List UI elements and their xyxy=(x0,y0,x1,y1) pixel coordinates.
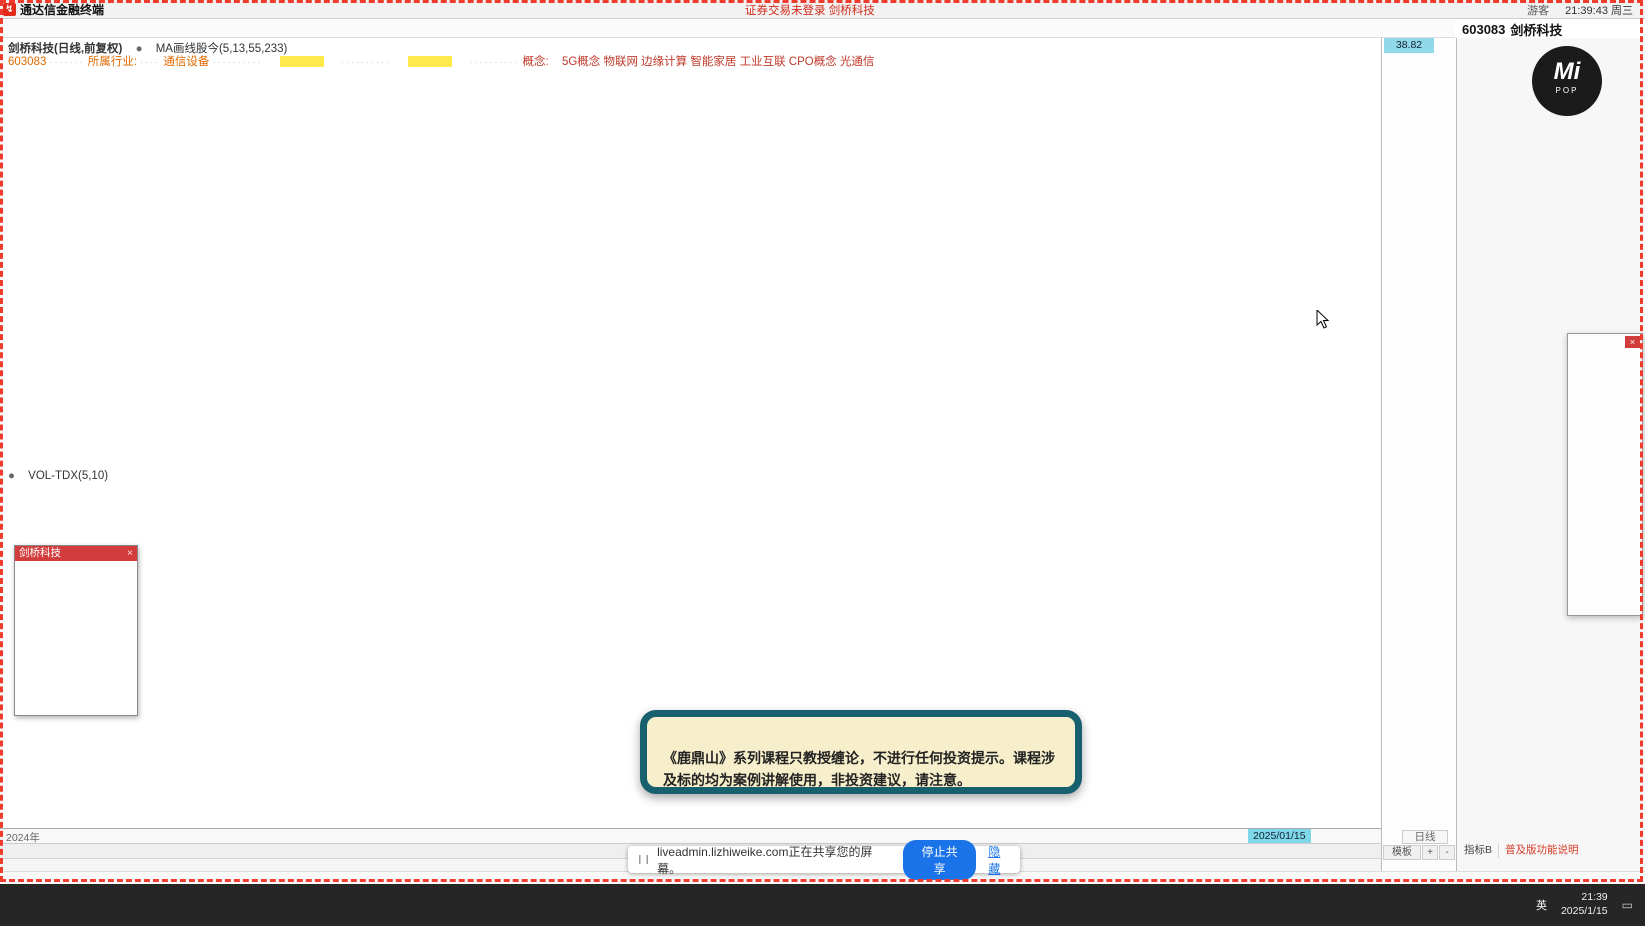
stock-info-row: 603083 ······· 所属行业: ···· 通信设备 ·········… xyxy=(8,56,875,68)
close-icon[interactable]: × xyxy=(126,547,133,559)
ime-indicator[interactable]: 英 xyxy=(1535,900,1547,912)
highlight-block xyxy=(279,56,324,68)
disclaimer-text: 《鹿鼎山》系列课程只教授缠论，不进行任何投资提示。课程涉及标的均为案例讲解使用，… xyxy=(663,750,1055,789)
share-message: liveadmin.lizhiweike.com正在共享您的屏幕。 xyxy=(657,844,873,876)
windows-taskbar: 英 21:39 2025/1/15 ▭ xyxy=(0,884,1645,926)
title-bar: ↯ 通达信金融终端 证券交易未登录 剑桥科技 游客 21:39:43 周三 xyxy=(0,0,1645,19)
template-button[interactable]: 模板 xyxy=(1383,845,1421,860)
industry-value[interactable]: 通信设备 xyxy=(163,56,210,68)
stock-name: 剑桥科技 xyxy=(1510,22,1563,38)
stock-code: 603083 xyxy=(1462,21,1506,37)
info-code: 603083 xyxy=(8,56,47,68)
concept-label: 概念: xyxy=(522,56,549,68)
screen-share-bar: ❙❙ liveadmin.lizhiweike.com正在共享您的屏幕。 停止共… xyxy=(628,839,1020,880)
price-axis-column: ◇ ▯ 38.82 X10 日线 模板 + - xyxy=(1381,38,1455,884)
app-title: 通达信金融终端 xyxy=(20,2,105,17)
watermark-top: Mi xyxy=(1553,58,1581,85)
hide-share-link[interactable]: 隐藏 xyxy=(988,844,1001,876)
volume-header: ● VOL-TDX(5,10) xyxy=(8,470,118,482)
close-icon[interactable]: × xyxy=(1625,336,1640,348)
ma-indicator-name[interactable]: MA画线股今(5,13,55,233) xyxy=(155,43,288,55)
period-axis-label[interactable]: 日线 xyxy=(1402,830,1448,844)
period-bar xyxy=(0,19,1455,38)
kline-info-tooltip: 剑桥科技 × xyxy=(14,545,138,716)
x-axis-row: 2024年 2025/01/15 xyxy=(0,828,1381,844)
highlight-block xyxy=(408,56,453,68)
mouse-cursor xyxy=(1316,310,1330,329)
mi-pop-watermark: Mi POP xyxy=(1532,46,1602,116)
zoom-in-button[interactable]: + xyxy=(1422,845,1438,860)
vol-indicator-name[interactable]: VOL-TDX(5,10) xyxy=(28,470,109,482)
chart-title: 剑桥科技(日线,前复权) xyxy=(8,43,123,55)
current-date-label: 2025/01/15 xyxy=(1248,829,1311,843)
notification-icon[interactable]: ▭ xyxy=(1621,898,1633,912)
course-disclaimer-box: 《鹿鼎山》系列课程只教授缠论，不进行任何投资提示。课程涉及标的均为案例讲解使用，… xyxy=(640,710,1082,794)
concept-list[interactable]: 5G概念 物联网 边缘计算 智能家居 工业互联 CPO概念 光通信 xyxy=(561,56,875,68)
indicator-dot-icon[interactable]: ● xyxy=(135,43,143,55)
drawing-tools-palette: × xyxy=(1567,333,1643,616)
titlebar-right: 游客 21:39:43 周三 xyxy=(1519,0,1641,19)
vol-dot-icon[interactable]: ● xyxy=(8,470,15,482)
stop-share-button[interactable]: 停止共享 xyxy=(903,839,977,880)
x-axis-year: 2024年 xyxy=(6,832,40,844)
tooltip-title: 剑桥科技 xyxy=(19,547,61,559)
indicator-tabs-right: 指标B 普及版功能说明 xyxy=(1458,843,1585,858)
tdx-logo-icon: ↯ xyxy=(3,2,16,16)
tray-clock[interactable]: 21:39 2025/1/15 xyxy=(1560,891,1608,917)
watermark-bottom: POP xyxy=(1555,86,1579,95)
pause-icon: ❙❙ xyxy=(636,854,652,864)
guest-label[interactable]: 游客 xyxy=(1527,4,1550,17)
login-notice: 证券交易未登录 剑桥科技 xyxy=(745,5,875,17)
chart-header: 剑桥科技(日线,前复权) ● MA画线股今(5,13,55,233) xyxy=(8,40,297,56)
stock-badge: 603083 剑桥科技 xyxy=(1458,20,1644,38)
tab-indicator-b[interactable]: 指标B xyxy=(1458,843,1500,858)
edition-note[interactable]: 普及版功能说明 xyxy=(1505,844,1579,856)
industry-label: 所属行业: xyxy=(87,56,137,68)
crosshair-price-label: 38.82 xyxy=(1384,38,1434,53)
clock: 21:39:43 周三 xyxy=(1565,4,1633,17)
zoom-out-button[interactable]: - xyxy=(1439,845,1455,860)
